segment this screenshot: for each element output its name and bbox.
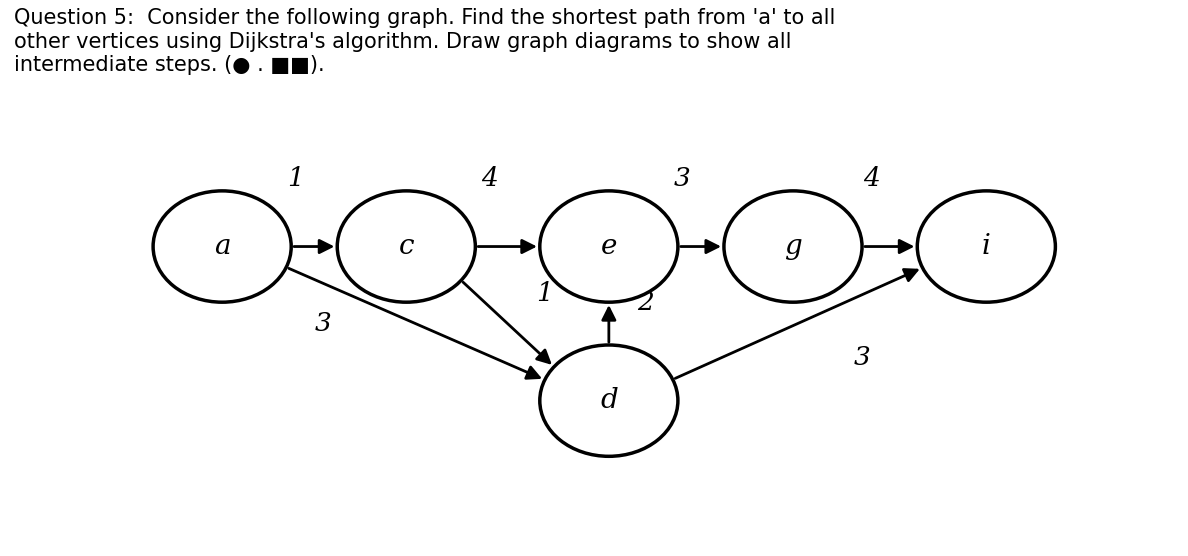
Text: a: a: [214, 233, 230, 260]
Ellipse shape: [539, 191, 678, 302]
Text: d: d: [600, 387, 618, 414]
Text: 2: 2: [637, 290, 655, 315]
Text: 3: 3: [674, 166, 691, 191]
Text: 3: 3: [315, 311, 331, 336]
Text: 1: 1: [287, 166, 304, 191]
Text: 4: 4: [481, 166, 498, 191]
Text: e: e: [601, 233, 617, 260]
Text: 3: 3: [854, 345, 871, 370]
Text: g: g: [784, 233, 802, 260]
Text: 4: 4: [862, 166, 879, 191]
Text: 1: 1: [536, 281, 552, 306]
Ellipse shape: [917, 191, 1055, 302]
Ellipse shape: [153, 191, 291, 302]
Text: i: i: [982, 233, 991, 260]
Ellipse shape: [337, 191, 475, 302]
Ellipse shape: [723, 191, 862, 302]
Text: c: c: [398, 233, 415, 260]
Ellipse shape: [539, 345, 678, 456]
Text: Question 5:  Consider the following graph. Find the shortest path from 'a' to al: Question 5: Consider the following graph…: [14, 8, 835, 75]
